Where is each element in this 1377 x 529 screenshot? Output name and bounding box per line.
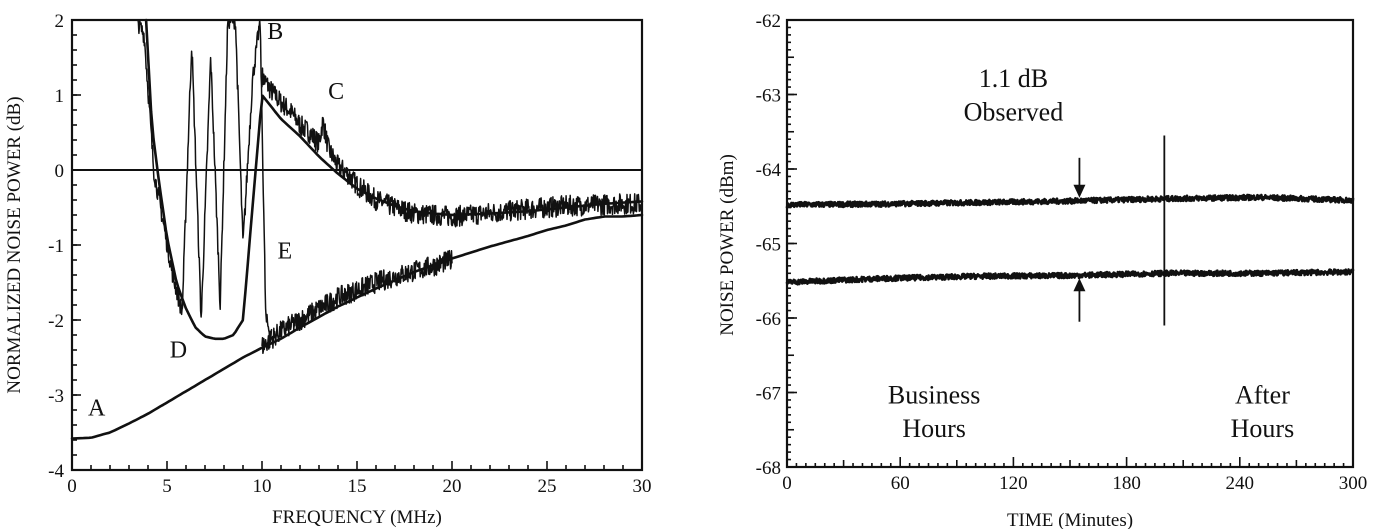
right-x-tick-label: 180 [1112, 473, 1141, 494]
left-y-tick-label: -1 [48, 236, 64, 257]
right-y-axis-label: NOISE POWER (dBm) [717, 154, 738, 336]
left-x-tick-label: 25 [538, 476, 557, 497]
right-x-tick-label: 60 [891, 473, 910, 494]
series-D-line [135, 19, 273, 340]
annotation-text: 1.1 dB [979, 64, 1048, 93]
left-curves [70, 18, 644, 440]
up-arrow-head [1073, 278, 1086, 292]
right-y-tick-label: -64 [756, 160, 782, 181]
left-x-tick-label: 15 [348, 476, 367, 497]
series-C-line [261, 67, 643, 228]
series-A-line [70, 213, 644, 440]
annotation-text: Hours [902, 414, 966, 443]
annotation-text: Hours [1231, 414, 1295, 443]
right-annotations: 1.1 dB Observed Business Hours After Hours [888, 64, 1294, 443]
left-x-axis-label: FREQUENCY (MHz) [272, 507, 442, 528]
curve-label-E: E [277, 239, 292, 265]
trace-lower [785, 268, 1355, 286]
annotation-text: Observed [964, 98, 1064, 127]
left-y-tick-label: -4 [48, 461, 64, 482]
down-arrow-head [1073, 184, 1086, 198]
annotation-text: After [1235, 381, 1290, 410]
curve-label-A: A [88, 395, 106, 421]
series-E-line [261, 249, 453, 355]
right-y-tick-label: -68 [756, 458, 781, 479]
right-y-tick-label: -65 [756, 235, 781, 256]
right-x-tick-label: 240 [1226, 473, 1255, 494]
left-y-tick-label: -3 [48, 386, 64, 407]
right-curves [785, 135, 1355, 326]
left-x-tick-label: 5 [162, 476, 172, 497]
right-x-axis-label: TIME (Minutes) [1007, 510, 1133, 529]
trace-upper [785, 193, 1355, 209]
right-x-tick-label: 120 [999, 473, 1028, 494]
left-x-tick-label: 20 [443, 476, 462, 497]
curve-label-D: D [170, 338, 187, 364]
left-y-tick-label: 2 [55, 11, 65, 32]
left-y-axis-label: NORMALIZED NOISE POWER (dB) [4, 96, 25, 393]
right-y-tick-label: -63 [756, 86, 781, 107]
left-curve-labels: A B C D E [88, 19, 344, 422]
curve-label-B: B [267, 19, 283, 45]
right-y-tick-label: -67 [756, 384, 781, 405]
right-ticks: 0 60 120 180 240 300 -62 -63 -64 -65 -66 -67 -68 [756, 11, 1368, 494]
left-plot-frame [70, 18, 644, 472]
left-x-tick-label: 0 [67, 476, 77, 497]
left-y-tick-label: 0 [55, 161, 65, 182]
left-x-tick-label: 10 [253, 476, 272, 497]
right-y-tick-label: -62 [756, 11, 781, 32]
right-chart: 0 60 120 180 240 300 -62 -63 -64 -65 -66 -67 -68 1.1… [717, 11, 1367, 529]
right-y-tick-label: -66 [756, 309, 781, 330]
right-x-tick-label: 0 [782, 473, 792, 494]
left-y-tick-label: 1 [55, 86, 65, 107]
right-x-tick-label: 300 [1339, 473, 1368, 494]
left-x-tick-label: 30 [633, 476, 652, 497]
curve-label-C: C [328, 79, 344, 105]
annotation-text: Business [888, 381, 980, 410]
left-y-tick-label: -2 [48, 311, 64, 332]
